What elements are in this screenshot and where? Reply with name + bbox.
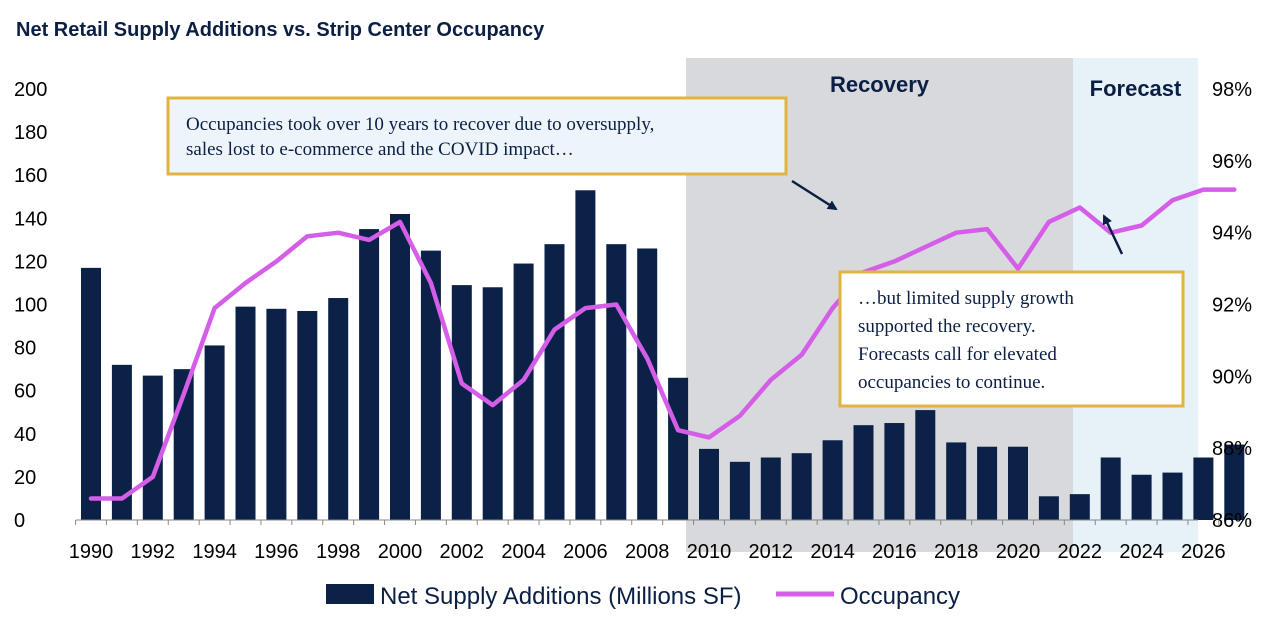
y-right-tick-label: 88%: [1212, 438, 1252, 460]
bar-2023: [1100, 457, 1121, 520]
y-left-tick-label: 60: [14, 381, 36, 403]
bar-2009: [668, 377, 689, 520]
y-left-tick-label: 160: [14, 165, 47, 187]
x-tick-label: 1996: [254, 541, 299, 563]
bar-1990: [81, 267, 101, 520]
x-tick-label: 2006: [563, 541, 608, 563]
bar-1999: [359, 229, 380, 520]
legend-swatch-bars: [326, 584, 374, 604]
legend: Net Supply Additions (Millions SF) Occupa…: [326, 583, 960, 610]
callout-top-text-line: sales lost to e-commerce and the COVID i…: [186, 139, 574, 160]
bar-2001: [420, 250, 441, 520]
y-right-tick-label: 96%: [1212, 151, 1252, 173]
y-right-tick-label: 92%: [1212, 295, 1252, 317]
y-left-tick-label: 40: [14, 424, 36, 446]
y-right-tick-label: 94%: [1212, 223, 1252, 245]
y-left-tick-label: 180: [14, 122, 47, 144]
bar-2027: [1224, 444, 1245, 520]
x-tick-label: 2016: [872, 541, 917, 563]
callouts: Occupancies took over 10 years to recove…: [166, 96, 1185, 408]
bar-2011: [729, 461, 750, 520]
callout-bottom-text-line: occupancies to continue.: [858, 372, 1045, 393]
x-tick-label: 2014: [810, 541, 855, 563]
x-tick-label: 2002: [440, 541, 485, 563]
x-tick-label: 1994: [192, 541, 237, 563]
bar-2008: [637, 248, 658, 520]
callout-bottom-text-line: supported the recovery.: [858, 316, 1036, 337]
bar-2025: [1162, 472, 1183, 520]
bar-2024: [1131, 474, 1152, 520]
x-tick-label: 1992: [131, 541, 176, 563]
bar-2026: [1193, 457, 1214, 520]
y-right-tick-label: 86%: [1212, 510, 1252, 532]
bar-2021: [1038, 496, 1059, 520]
y-left-tick-label: 140: [14, 208, 47, 230]
y-left-tick-label: 120: [14, 251, 47, 273]
bar-2016: [884, 423, 905, 520]
bar-2007: [606, 244, 627, 520]
y-right-tick-label: 90%: [1212, 366, 1252, 388]
x-tick-label: 2010: [687, 541, 732, 563]
y-left-tick-label: 20: [14, 467, 36, 489]
bar-2005: [544, 244, 565, 520]
x-tick-label: 2024: [1119, 541, 1164, 563]
y-left-tick-label: 0: [14, 510, 25, 532]
bar-2012: [760, 457, 781, 520]
bar-1995: [235, 306, 256, 520]
x-tick-label: 1998: [316, 541, 361, 563]
bar-2015: [853, 425, 874, 520]
bar-2004: [513, 263, 534, 520]
bar-1991: [111, 364, 132, 520]
x-tick-label: 2000: [378, 541, 423, 563]
bar-1998: [328, 298, 349, 520]
bar-1996: [266, 308, 287, 520]
axes: 1990 1992 1994 1996 1998 2000 2002 2004 2006 2008…: [14, 79, 1252, 563]
occupancy-line: [88, 187, 1237, 501]
x-tick-label: 2012: [749, 541, 794, 563]
x-tick-label: 2004: [501, 541, 546, 563]
x-tick-label: 2026: [1181, 541, 1226, 563]
arrow-forecast: [1102, 214, 1124, 255]
bar-2010: [699, 448, 719, 520]
callout-top-text-line: Occupancies took over 10 years to recove…: [186, 114, 654, 135]
bar-1997: [297, 310, 318, 520]
legend-label-line: Occupancy: [840, 583, 960, 610]
bar-2002: [451, 285, 472, 520]
x-tick-label: 2018: [934, 541, 979, 563]
bar-2017: [915, 410, 936, 520]
arrow-recovery: [791, 179, 838, 211]
bar-2020: [1008, 446, 1028, 520]
y-left-tick-label: 100: [14, 295, 47, 317]
bar-2013: [791, 453, 812, 520]
region-label-forecast: Forecast: [1090, 76, 1182, 101]
bar-2022: [1069, 494, 1090, 520]
legend-label-bars: Net Supply Additions (Millions SF): [380, 583, 741, 610]
bar-2014: [822, 440, 843, 520]
x-tick-label: 2020: [996, 541, 1041, 563]
callout-bottom-text-line: Forecasts call for elevated: [858, 344, 1057, 365]
bar-2000: [390, 213, 410, 521]
y-left-tick-label: 80: [14, 338, 36, 360]
x-tick-label: 1990: [69, 541, 114, 563]
bar-1994: [204, 345, 225, 520]
x-tick-label: 2008: [625, 541, 670, 563]
callout-bottom-box: [838, 270, 1185, 408]
bars: [81, 190, 1245, 521]
bar-2006: [575, 190, 596, 520]
x-tick-label: 2022: [1058, 541, 1103, 563]
y-right-tick-label: 98%: [1212, 79, 1252, 101]
region-label-recovery: Recovery: [830, 72, 930, 97]
bar-2018: [946, 442, 967, 520]
bar-2019: [977, 446, 998, 520]
callout-bottom-text-line: …but limited supply growth: [858, 288, 1074, 309]
bar-1992: [142, 375, 163, 520]
callout-top-box: [166, 96, 788, 176]
y-left-tick-label: 200: [14, 79, 47, 101]
chart-title: Net Retail Supply Additions vs. Strip Ce…: [16, 19, 545, 41]
